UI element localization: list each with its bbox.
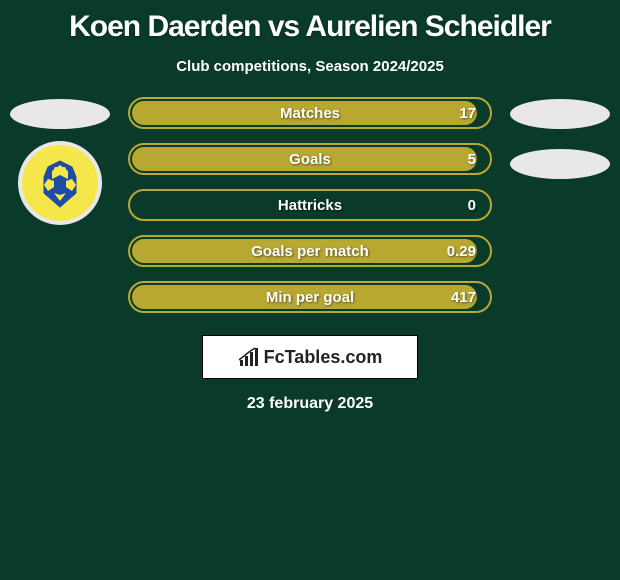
page-title: Koen Daerden vs Aurelien Scheidler [0, 0, 620, 44]
stat-label: Goals per match [130, 243, 490, 260]
date-label: 23 february 2025 [0, 395, 620, 413]
brand-label: FcTables.com [264, 347, 383, 368]
stat-value: 17 [459, 105, 476, 122]
subtitle: Club competitions, Season 2024/2025 [0, 58, 620, 75]
stat-bar-matches: Matches 17 [128, 97, 492, 129]
stat-value: 0 [468, 197, 476, 214]
stat-bar-hattricks: Hattricks 0 [128, 189, 492, 221]
brand-box: FcTables.com [202, 335, 418, 379]
stat-label: Min per goal [130, 289, 490, 306]
chart-icon [238, 346, 260, 368]
stat-label: Goals [130, 151, 490, 168]
eagle-crest-icon [30, 153, 90, 213]
stat-bar-goals: Goals 5 [128, 143, 492, 175]
left-club-crest [18, 141, 102, 225]
stat-value: 417 [451, 289, 476, 306]
left-player-ellipse [10, 99, 110, 129]
stat-bar-mpg: Min per goal 417 [128, 281, 492, 313]
stat-value: 0.29 [447, 243, 476, 260]
right-player-ellipse-1 [510, 99, 610, 129]
stats-column: Matches 17 Goals 5 Hattricks 0 Goals per… [128, 97, 492, 313]
left-player-column [10, 97, 110, 313]
right-player-column [510, 97, 610, 313]
stat-value: 5 [468, 151, 476, 168]
stat-bar-gpm: Goals per match 0.29 [128, 235, 492, 267]
stat-label: Hattricks [130, 197, 490, 214]
comparison-columns: Matches 17 Goals 5 Hattricks 0 Goals per… [0, 97, 620, 313]
right-player-ellipse-2 [510, 149, 610, 179]
stat-label: Matches [130, 105, 490, 122]
